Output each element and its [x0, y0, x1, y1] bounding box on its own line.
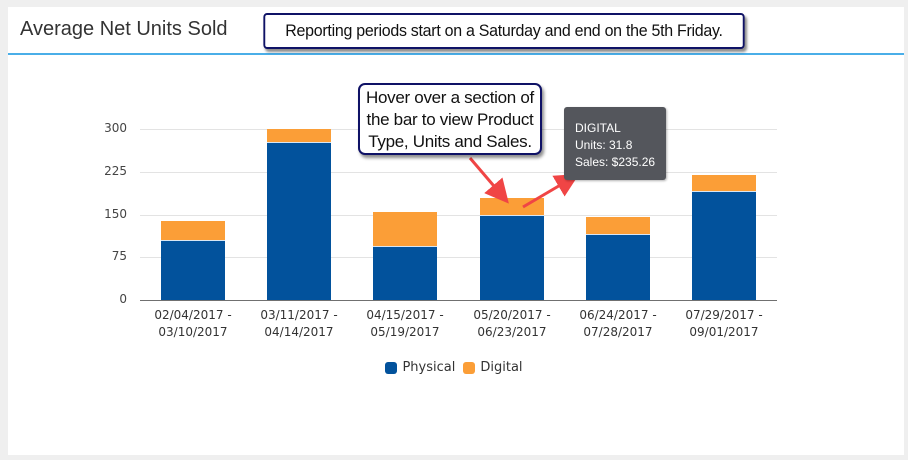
x-axis-category-label: 07/29/2017 - 09/01/2017: [669, 307, 779, 341]
y-axis-tick-label: 0: [119, 292, 127, 306]
reporting-period-note-text: Reporting periods start on a Saturday an…: [285, 21, 723, 40]
legend-item-digital[interactable]: Digital: [463, 360, 523, 375]
bar-segment-physical[interactable]: [373, 247, 437, 300]
x-label-line: 06/24/2017 -: [579, 308, 657, 322]
bar-tooltip: DIGITAL Units: 31.8 Sales: $235.26: [564, 107, 666, 180]
x-label-line: 05/19/2017: [370, 325, 440, 339]
x-axis-category-label: 03/11/2017 - 04/14/2017: [244, 307, 354, 341]
x-axis-category-label: 05/20/2017 - 06/23/2017: [457, 307, 567, 341]
scrollbar-track: [904, 7, 908, 460]
y-axis-tick-label: 300: [104, 121, 127, 135]
hover-instruction-callout: Hover over a section of the bar to view …: [358, 83, 542, 155]
tooltip-units: Units: 31.8: [575, 138, 633, 152]
callout-line: Type, Units and Sales.: [368, 132, 532, 151]
bar-segment-physical[interactable]: [161, 241, 225, 300]
bar-segment-digital[interactable]: [267, 129, 331, 143]
x-label-line: 03/10/2017: [158, 325, 228, 339]
legend-item-physical[interactable]: Physical: [385, 360, 455, 375]
x-label-line: 05/20/2017 -: [473, 308, 551, 322]
y-axis-tick-label: 75: [111, 249, 127, 263]
gridline: [140, 172, 777, 173]
bar-segment-digital[interactable]: [480, 198, 544, 216]
reporting-period-note: Reporting periods start on a Saturday an…: [263, 13, 745, 49]
y-axis-tick-label: 150: [104, 207, 127, 221]
x-label-line: 04/15/2017 -: [366, 308, 444, 322]
legend-label: Physical: [402, 360, 456, 375]
y-axis-tick-label: 225: [104, 164, 127, 178]
bar-segment-physical[interactable]: [480, 216, 544, 300]
bar-segment-digital[interactable]: [692, 175, 756, 192]
page-title: Average Net Units Sold: [20, 18, 228, 40]
gridline: [140, 215, 777, 216]
legend-swatch-physical-icon: [385, 361, 398, 374]
gridline: [140, 257, 777, 258]
bar-segment-physical[interactable]: [267, 143, 331, 300]
bar-segment-digital[interactable]: [161, 221, 225, 241]
x-axis-line: [140, 300, 777, 301]
bar-segment-digital[interactable]: [373, 212, 437, 247]
x-label-line: 02/04/2017 -: [154, 308, 232, 322]
x-axis-category-label: 04/15/2017 - 05/19/2017: [350, 307, 460, 341]
legend-label: Digital: [480, 360, 523, 375]
x-label-line: 07/28/2017: [583, 325, 653, 339]
chart-legend: Physical Digital: [0, 360, 908, 375]
x-label-line: 04/14/2017: [264, 325, 334, 339]
bar-segment-physical[interactable]: [692, 192, 756, 300]
header-divider: [8, 53, 904, 55]
tooltip-sales: Sales: $235.26: [575, 155, 656, 169]
x-axis-category-label: 02/04/2017 - 03/10/2017: [138, 307, 248, 341]
x-axis-category-label: 06/24/2017 - 07/28/2017: [563, 307, 673, 341]
x-label-line: 06/23/2017: [477, 325, 547, 339]
bar-segment-digital[interactable]: [586, 217, 650, 235]
bar-segment-physical[interactable]: [586, 235, 650, 300]
x-label-line: 09/01/2017: [689, 325, 759, 339]
legend-swatch-digital-icon: [463, 361, 476, 374]
x-label-line: 03/11/2017 -: [260, 308, 338, 322]
tooltip-series: DIGITAL: [575, 121, 621, 135]
callout-line: the bar to view Product: [366, 110, 534, 129]
callout-line: Hover over a section of: [366, 88, 534, 107]
x-label-line: 07/29/2017 -: [685, 308, 763, 322]
